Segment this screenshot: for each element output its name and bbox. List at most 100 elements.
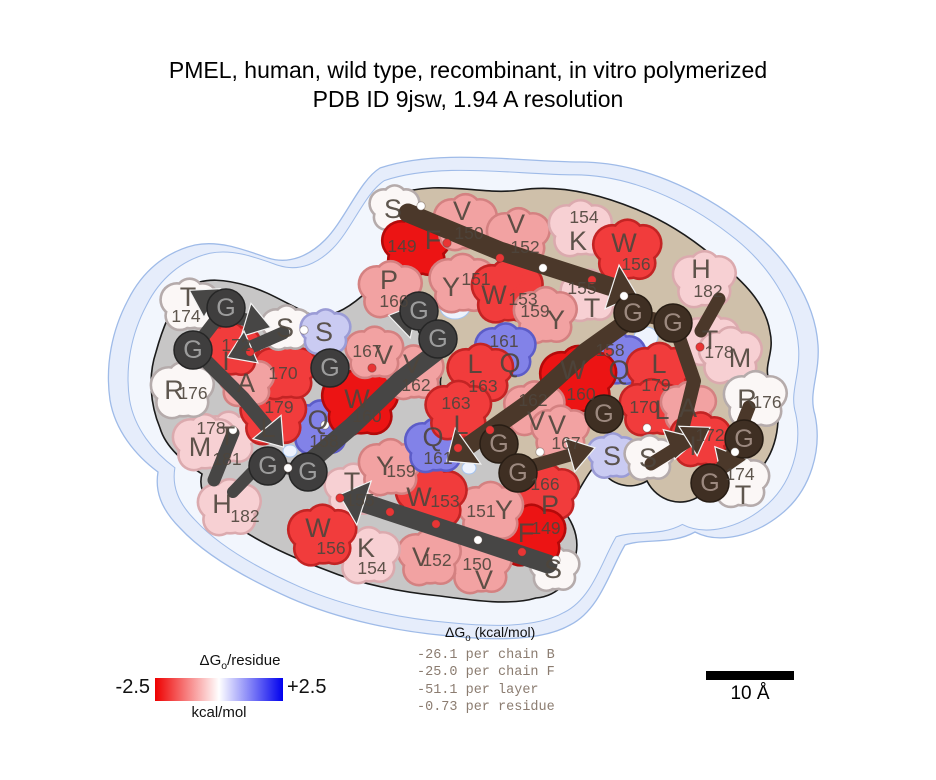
blob-fill bbox=[705, 353, 735, 382]
residue-letter: F bbox=[518, 518, 535, 548]
residue-number: 179 bbox=[264, 397, 293, 417]
residue-blob bbox=[591, 218, 663, 282]
residue-number: 153 bbox=[430, 491, 459, 511]
glycine-letter: G bbox=[258, 452, 277, 480]
residue-letter: A bbox=[679, 393, 697, 423]
residue-blob bbox=[424, 379, 493, 441]
residue-blob bbox=[344, 325, 405, 380]
blob-fill bbox=[306, 330, 329, 353]
sidechain-dot bbox=[485, 425, 495, 435]
blob-fill bbox=[455, 563, 485, 592]
residue-number: 155 bbox=[345, 490, 374, 510]
residue-number: 182 bbox=[693, 281, 722, 301]
residue-number: 163 bbox=[441, 393, 470, 413]
blob-fill bbox=[295, 533, 327, 564]
blob-fill bbox=[479, 288, 512, 322]
blob-fill bbox=[532, 288, 559, 316]
strand-arrowhead bbox=[338, 480, 373, 527]
legend-title: ΔGo/residue bbox=[199, 652, 281, 672]
blob-fill bbox=[365, 465, 395, 494]
title-line-2: PDB ID 9jsw, 1.94 A resolution bbox=[312, 86, 624, 112]
glycine-letter: G bbox=[663, 309, 682, 337]
sidechain-dot bbox=[473, 535, 483, 545]
residue-letter: F bbox=[425, 225, 442, 255]
residue-number: 154 bbox=[357, 558, 386, 578]
residue-number: 151 bbox=[461, 269, 490, 289]
residue-number: 150 bbox=[462, 554, 491, 574]
residue-letter: S bbox=[544, 554, 562, 584]
sidechain-dot bbox=[335, 493, 345, 503]
strand-arrowhead bbox=[677, 425, 711, 458]
beta-strand-arrow bbox=[303, 334, 457, 469]
glycine-circle bbox=[613, 293, 653, 333]
residue-letter: S bbox=[315, 317, 333, 347]
residue-number: 172 bbox=[221, 335, 250, 355]
residue-letter: L bbox=[654, 395, 669, 425]
blob-fill bbox=[593, 454, 616, 477]
residue-letter: T bbox=[180, 282, 197, 312]
blob-fill bbox=[567, 201, 594, 229]
residue-letter: V bbox=[403, 349, 421, 379]
residue-number: 159 bbox=[386, 461, 415, 481]
sidechain-dot bbox=[283, 463, 293, 473]
residue-letter: Y bbox=[547, 305, 565, 335]
residue-letter: T bbox=[702, 325, 719, 355]
legend-max-label: +2.5 bbox=[287, 676, 327, 698]
residue-number: 178 bbox=[196, 418, 225, 438]
residue-number: 181 bbox=[212, 449, 241, 469]
blob-fill bbox=[466, 345, 495, 374]
residue-letter: T bbox=[219, 421, 236, 451]
glycine-circle bbox=[479, 424, 519, 464]
residue-letter: W bbox=[560, 355, 586, 385]
blob-fill bbox=[365, 287, 395, 316]
glycine-circle bbox=[690, 463, 730, 503]
blob-fill bbox=[404, 555, 434, 584]
glycine-circle bbox=[310, 348, 350, 388]
blob-fill bbox=[492, 260, 523, 291]
scale-bar-label: 10 Å bbox=[730, 683, 770, 704]
residue-number: 178 bbox=[704, 342, 733, 362]
blob-fill bbox=[625, 248, 654, 278]
blob-fill bbox=[543, 313, 570, 341]
sidechain-dot bbox=[535, 447, 545, 457]
blob-fill bbox=[679, 277, 709, 306]
strand-arrowhead bbox=[251, 414, 285, 448]
beta-strand-arrow bbox=[189, 344, 274, 434]
blob-fill bbox=[505, 209, 532, 237]
residue-letter: Q bbox=[422, 422, 443, 452]
residue-number: 172 bbox=[695, 425, 724, 445]
glycine-circle bbox=[173, 330, 213, 370]
blob-fill bbox=[537, 429, 564, 456]
residue-letter: P bbox=[541, 490, 559, 520]
sidechain-dot bbox=[642, 423, 652, 433]
residue-letter: Y bbox=[495, 495, 513, 525]
sidechain-dot bbox=[495, 253, 505, 263]
residue-letter: T bbox=[735, 480, 752, 510]
blob-fill bbox=[416, 530, 443, 558]
residue-number: 160 bbox=[566, 384, 595, 404]
residue-letter: W bbox=[344, 384, 370, 414]
strand-arrowhead bbox=[564, 437, 597, 473]
blob-fill bbox=[308, 506, 337, 535]
blob-fill bbox=[488, 509, 516, 538]
blob-fill bbox=[638, 380, 665, 408]
beta-strand-arrow bbox=[669, 322, 701, 441]
energy-summary-panel: ΔGo (kcal/mol) -26.1 per chain B -25.0 p… bbox=[417, 624, 607, 717]
residue-letter: W bbox=[406, 482, 432, 512]
blob-fill bbox=[555, 226, 585, 255]
blob-fill bbox=[372, 351, 397, 376]
residue-letter: H bbox=[691, 254, 711, 284]
residue-number: 174 bbox=[171, 306, 200, 326]
residue-number: 158 bbox=[309, 431, 338, 451]
blob-fill bbox=[517, 506, 546, 535]
legend-unit-label: kcal/mol bbox=[191, 704, 247, 721]
energy-line-layer: -51.1 per layer bbox=[417, 682, 539, 698]
sidechain-dot bbox=[517, 547, 527, 557]
residue-number: 167 bbox=[551, 433, 580, 453]
residue-number: 160 bbox=[352, 406, 381, 426]
scale-bar: 10 Å bbox=[706, 671, 794, 705]
glycine-letter: G bbox=[594, 400, 613, 428]
residue-number: 156 bbox=[621, 254, 650, 274]
